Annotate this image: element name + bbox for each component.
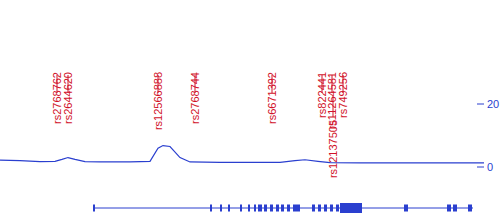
exon <box>336 205 339 212</box>
y-tick-label: 20 <box>487 98 499 110</box>
exon <box>254 205 256 212</box>
exon <box>264 205 267 212</box>
exon <box>312 205 315 212</box>
exon <box>270 205 273 212</box>
y-tick-label: 0 <box>487 161 493 173</box>
exon <box>453 205 457 212</box>
exon <box>240 205 242 212</box>
y-tick <box>477 104 484 105</box>
y-tick <box>477 167 484 168</box>
exon <box>276 205 279 212</box>
exon <box>228 205 230 212</box>
exon <box>324 205 327 212</box>
signal-line <box>0 146 484 163</box>
exon <box>447 205 451 212</box>
plot-area <box>0 146 484 163</box>
exon <box>330 205 333 212</box>
exon <box>340 203 362 213</box>
snp-tick <box>333 96 334 117</box>
exon <box>258 205 262 212</box>
exon <box>220 205 222 212</box>
exon <box>293 205 300 212</box>
exon <box>287 205 290 212</box>
exon <box>404 205 408 212</box>
exon <box>318 205 321 212</box>
snp-label: rs6671392 <box>266 72 278 124</box>
snp-label: rs749256 <box>337 72 349 118</box>
exon <box>468 205 472 212</box>
snp-label: rs2644620 <box>62 72 74 124</box>
snp-label: rs12137505 <box>327 120 339 178</box>
snp-label: rs12566888 <box>152 72 164 130</box>
snp-label: rs2768744 <box>189 72 201 124</box>
chart: 020rs2768762rs2644620rs12566888rs2768744… <box>0 0 500 213</box>
exon <box>210 205 212 212</box>
exon <box>248 205 250 212</box>
exon <box>281 205 284 212</box>
exon <box>93 205 95 212</box>
